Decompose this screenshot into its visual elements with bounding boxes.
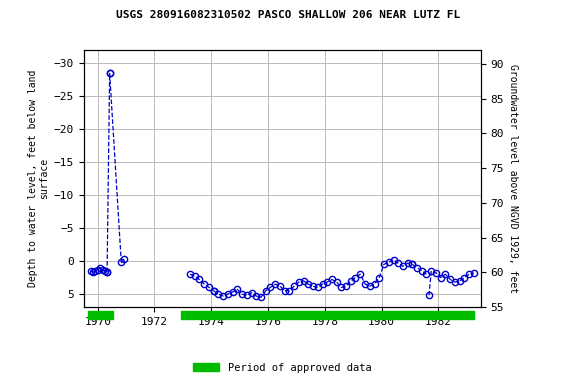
Y-axis label: Depth to water level, feet below land
surface: Depth to water level, feet below land su… [28, 70, 50, 287]
Legend: Period of approved data: Period of approved data [189, 359, 376, 377]
Y-axis label: Groundwater level above NGVD 1929, feet: Groundwater level above NGVD 1929, feet [508, 64, 518, 293]
Text: USGS 280916082310502 PASCO SHALLOW 206 NEAR LUTZ FL: USGS 280916082310502 PASCO SHALLOW 206 N… [116, 10, 460, 20]
